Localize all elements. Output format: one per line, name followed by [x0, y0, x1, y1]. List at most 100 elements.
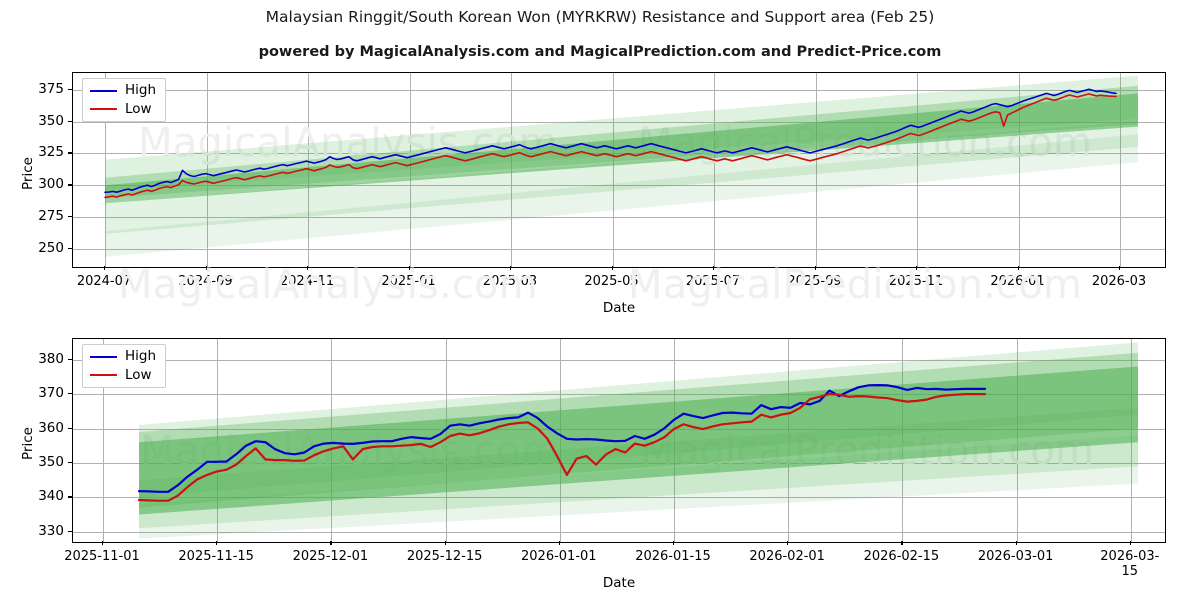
x-tick-label: 2026-01 [990, 274, 1045, 289]
y-tick-label: 375 [38, 80, 64, 97]
legend-label-low: Low [125, 100, 152, 117]
y-tick-mark [68, 88, 72, 90]
y-tick-label: 350 [38, 453, 64, 470]
gridline-vertical [105, 73, 106, 267]
bottom-chart-panel: MagicalAnalysis.com MagicalPrediction.co… [0, 320, 1200, 600]
x-tick-label: 2026-03-01 [977, 549, 1054, 564]
y-tick-label: 325 [38, 144, 64, 161]
x-tick-label: 2025-11 [888, 274, 944, 289]
series-line-low [104, 93, 1117, 199]
gridline-horizontal [73, 394, 1165, 396]
legend-label-high: High [125, 348, 157, 364]
x-tick-mark [673, 541, 675, 545]
legend-swatch-high [90, 355, 117, 358]
x-tick-label: 2026-03-15 [1100, 549, 1160, 579]
band-outer-upper [105, 75, 1138, 191]
x-tick-mark [104, 266, 106, 270]
x-tick-mark [916, 266, 918, 270]
x-tick-label: 2025-09 [787, 274, 842, 289]
x-tick-mark [558, 541, 561, 545]
gridline-vertical [206, 73, 208, 267]
x-tick-label: 2025-01 [381, 274, 436, 289]
top-plot-area [72, 72, 1166, 268]
top-chart-panel: MagicalAnalysis.com MagicalPrediction.co… [20, 72, 1166, 316]
y-tick-label: 250 [38, 240, 64, 257]
x-tick-label: 2024-07 [76, 274, 132, 289]
legend-swatch-low [90, 374, 117, 377]
y-tick-label: 370 [38, 385, 64, 402]
legend-entry-low: Low [90, 366, 156, 383]
bottom-plot-area [72, 338, 1166, 543]
x-tick-mark [611, 266, 613, 270]
series-line-high [104, 88, 1117, 194]
band-core [139, 366, 1138, 515]
gridline-horizontal [73, 89, 1165, 91]
y-tick-label: 360 [38, 419, 64, 436]
gridline-horizontal [73, 249, 1165, 251]
x-tick-mark [307, 266, 309, 270]
x-tick-mark [787, 541, 789, 545]
y-tick-mark [68, 461, 72, 464]
gridline-vertical [612, 73, 614, 267]
price-series [104, 88, 1117, 199]
bottom-x-axis-label: Date [602, 575, 636, 591]
x-tick-mark [205, 266, 207, 270]
legend-entry-high: High [90, 348, 157, 364]
legend-label-low: Low [125, 366, 152, 383]
band-lower-faint-2 [105, 134, 1138, 257]
series-line-low [137, 392, 987, 502]
gridline-horizontal [73, 359, 1165, 361]
y-tick-mark [68, 216, 72, 218]
x-tick-label: 2026-01-15 [635, 549, 711, 564]
gridline-vertical [1120, 73, 1121, 267]
series-line-high [137, 383, 987, 493]
gridline-horizontal [73, 531, 1165, 533]
y-tick-mark [68, 248, 72, 250]
y-tick-mark [68, 152, 72, 154]
y-tick-mark [68, 184, 72, 186]
x-tick-label: 2025-03 [482, 274, 538, 289]
x-tick-label: 2025-11-15 [178, 549, 254, 564]
y-tick-mark [68, 358, 72, 360]
legend-entry-high: High [90, 83, 156, 98]
band-lower-faint-1 [105, 121, 1138, 234]
x-tick-mark [814, 266, 816, 270]
bottom-legend: High Low [82, 344, 167, 388]
band-lower-faint-1 [139, 407, 1138, 529]
y-tick-mark [68, 496, 72, 498]
y-tick-label: 275 [38, 208, 64, 225]
top-x-axis-label: Date [602, 300, 636, 316]
bottom-y-axis-label: Price [20, 427, 36, 460]
page-title: Malaysian Ringgit/South Korean Won (MYRK… [265, 8, 935, 26]
x-tick-mark [713, 266, 715, 270]
x-tick-mark [444, 541, 446, 545]
gridline-horizontal [73, 217, 1165, 219]
x-tick-mark [330, 541, 332, 545]
x-tick-label: 2025-11-01 [64, 549, 140, 564]
x-tick-mark [1017, 266, 1019, 270]
x-tick-mark [1015, 541, 1017, 545]
y-tick-mark [68, 427, 72, 429]
support-resistance-bands [139, 342, 1138, 539]
top-y-axis-label: Price [20, 157, 36, 190]
legend-swatch-high [90, 89, 117, 92]
x-tick-label: 2025-05 [584, 274, 639, 289]
x-tick-mark [901, 541, 903, 545]
x-tick-mark [1119, 266, 1121, 270]
x-tick-label: 2024-11 [279, 274, 335, 289]
x-tick-label: 2025-07 [685, 274, 741, 289]
gridline-vertical [917, 73, 918, 267]
y-tick-label: 340 [38, 488, 64, 505]
y-tick-label: 330 [38, 522, 64, 539]
page-subtitle: powered by MagicalAnalysis.com and Magic… [258, 44, 942, 60]
gridline-vertical [815, 73, 817, 267]
price-series [137, 383, 987, 502]
band-lower-faint-2 [139, 435, 1138, 539]
legend-entry-low: Low [90, 100, 156, 117]
y-tick-mark [68, 530, 72, 532]
legend-swatch-low [90, 108, 117, 111]
gridline-vertical [1018, 73, 1020, 267]
x-tick-label: 2026-01-01 [521, 549, 597, 564]
y-tick-mark [68, 120, 72, 122]
